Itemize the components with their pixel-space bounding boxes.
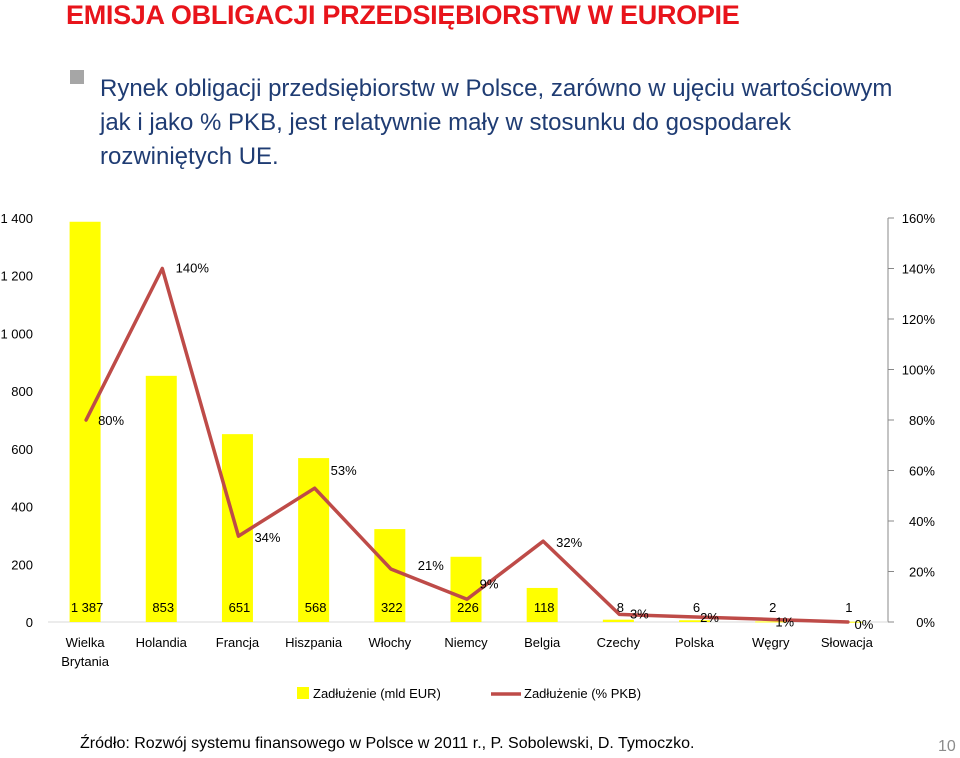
left-axis-tick-label: 1 200 [0,269,33,284]
right-axis-tick-label: 60% [909,464,935,479]
left-axis-tick-label: 1 400 [0,211,33,226]
category-label: Hiszpania [285,635,343,650]
left-axis-tick-label: 1 000 [0,326,33,341]
bar [298,458,330,622]
line-data-label: 34% [254,530,280,545]
category-label: Wielka [66,635,106,650]
line-data-label: 32% [556,535,582,550]
line-data-label: 21% [418,558,444,573]
bullet-square-icon [70,70,84,84]
combo-chart: 0%20%40%60%80%100%120%140%160%0200400600… [0,211,936,701]
right-axis-tick-label: 120% [902,312,936,327]
right-axis-tick-label: 0% [916,615,935,630]
bar-data-label: 1 387 [71,600,104,615]
category-label: Francja [216,635,260,650]
bar-data-label: 853 [152,600,174,615]
bar-data-label: 568 [305,600,327,615]
right-axis-tick-label: 20% [909,565,935,580]
bar-data-label: 2 [769,600,776,615]
source-note: Źródło: Rozwój systemu finansowego w Pol… [80,735,695,752]
bar [679,620,711,622]
slide-title: EMISJA OBLIGACJI PRZEDSIĘBIORSTW W EUROP… [66,0,740,30]
line-data-label: 1% [775,614,794,629]
bar [755,621,787,623]
line-data-label: 0% [855,617,874,632]
bar-data-label: 1 [845,600,852,615]
legend-entry: Zadłużenie (mld EUR) [313,686,441,701]
category-label: Brytania [61,654,109,669]
legend-entry: Zadłużenie (% PKB) [524,686,641,701]
bar-data-label: 322 [381,600,403,615]
bar [69,221,101,622]
category-label: Włochy [369,635,412,650]
left-axis-tick-label: 200 [11,557,33,572]
category-label: Belgia [524,635,561,650]
line-data-label: 53% [331,463,357,478]
bullet-text: Rynek obligacji przedsiębiorstw w Polsce… [100,75,893,170]
bar-data-label: 118 [534,600,555,615]
right-axis-tick-label: 80% [909,413,935,428]
right-axis-tick-label: 40% [909,514,935,529]
category-label: Holandia [136,635,188,650]
legend-bar-swatch [297,687,309,699]
right-axis-tick-label: 160% [902,211,936,226]
right-axis-tick-label: 140% [902,262,936,277]
left-axis-tick-label: 600 [11,442,33,457]
category-label: Niemcy [444,635,488,650]
left-axis-tick-label: 800 [11,384,33,399]
line-data-label: 3% [630,606,649,621]
line-data-label: 9% [480,576,499,591]
bar [374,529,406,622]
left-axis-tick-label: 0 [26,615,33,630]
category-label: Czechy [597,635,641,650]
line-data-label: 140% [176,261,210,276]
line-data-label: 2% [700,610,719,625]
left-axis-tick-label: 400 [11,500,33,515]
page-number: 10 [938,738,956,755]
bar-data-label: 651 [229,600,251,615]
bar [526,587,558,622]
bar-data-label: 8 [617,600,624,615]
category-label: Węgry [752,635,790,650]
line-series [84,266,850,624]
bar [145,375,177,622]
category-label: Słowacja [821,635,874,650]
bar [602,619,634,622]
bar-data-label: 226 [457,600,479,615]
line-data-label: 80% [98,413,124,428]
category-label: Polska [675,635,715,650]
right-axis-tick-label: 100% [902,363,936,378]
bar-data-label: 6 [693,600,700,615]
bar [450,556,482,622]
